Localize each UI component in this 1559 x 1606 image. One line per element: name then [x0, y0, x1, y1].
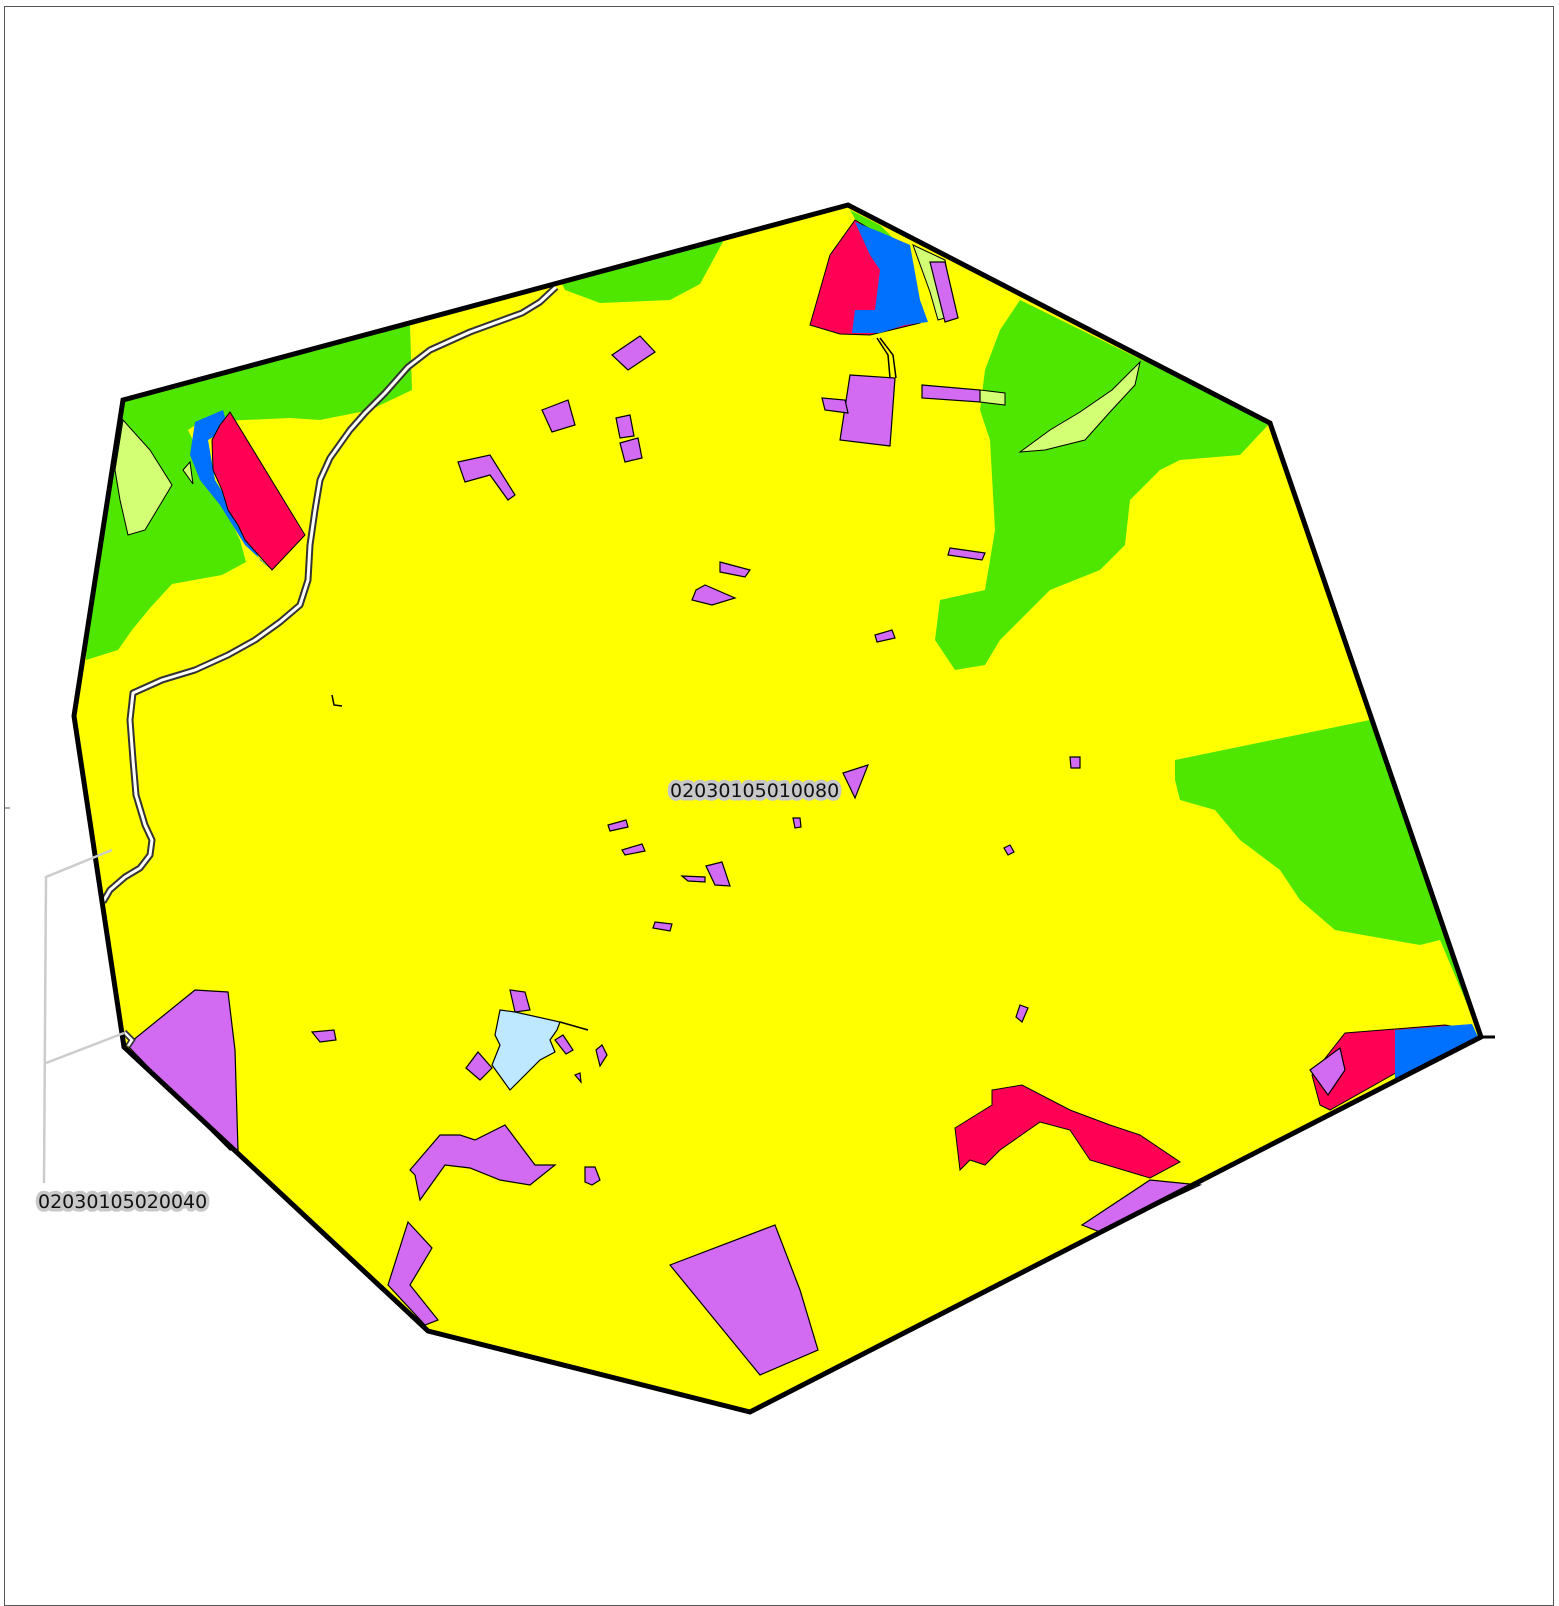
magenta-parcel-north-3 — [615, 414, 635, 439]
connector-top-b — [879, 337, 897, 379]
road-line-southwest-inner — [123, 1031, 134, 1047]
wetland-parcel-northwest — [190, 410, 272, 570]
forest-area-northeast — [935, 300, 1270, 670]
neighbor-unit-label[interactable]: 02030105020040 — [35, 1188, 211, 1217]
magenta-parcel-top-strip — [921, 384, 981, 403]
wetland-parcel-southeast — [1395, 1024, 1478, 1080]
watershed-boundary[interactable] — [71, 202, 1485, 1415]
developed-parcel-northwest — [211, 411, 306, 571]
magenta-parcel-top-large — [839, 374, 896, 447]
magenta-parcel-north-2 — [541, 399, 576, 433]
connector-top — [876, 337, 891, 379]
magenta-parcel-south-large — [669, 1224, 819, 1376]
magenta-parcel-center-4 — [680, 875, 706, 883]
wetland-parcel-top — [852, 222, 928, 333]
magenta-parcel-sw-4 — [573, 1072, 582, 1084]
magenta-parcel-top — [929, 261, 959, 323]
grass-sliver-northwest — [182, 460, 194, 485]
road-line-inner — [101, 285, 558, 903]
leader-line — [42, 848, 113, 1184]
water-parcel-south — [491, 1009, 561, 1091]
forest-area-east — [1175, 720, 1481, 1037]
water-parcel-line — [559, 1021, 589, 1031]
magenta-parcel-center-3 — [705, 861, 731, 887]
magenta-parcel-mid-2 — [691, 584, 737, 606]
magenta-parcel-center-2 — [621, 843, 646, 856]
grassland-patch-northeast — [1018, 360, 1141, 453]
magenta-parcel-mid-3 — [947, 547, 986, 561]
forest-area-northwest — [86, 325, 412, 660]
center-unit-label[interactable]: 02030105010080 — [667, 777, 843, 806]
magenta-parcel-west-small — [310, 1029, 337, 1043]
magenta-parcel-east-3 — [1015, 1004, 1029, 1023]
leader-line-2 — [45, 1031, 125, 1065]
magenta-parcel-top-small — [821, 397, 849, 414]
magenta-parcel-mid-4 — [874, 629, 896, 643]
developed-parcel-south — [954, 1084, 1181, 1179]
magenta-parcel-sw-3 — [595, 1044, 608, 1068]
magenta-parcel-north-5 — [457, 454, 516, 501]
magenta-parcel-center-5 — [652, 921, 673, 932]
magenta-parcel-sw-2 — [554, 1034, 574, 1055]
magenta-parcel-south-wavy — [409, 1124, 557, 1202]
grassland-patch-west — [114, 418, 173, 536]
magenta-parcel-sw-1 — [465, 1051, 493, 1081]
magenta-parcel-north-4 — [619, 437, 643, 463]
grassland-strip-top — [979, 389, 1006, 406]
magenta-parcel-center-6 — [792, 817, 802, 829]
magenta-parcel-center-tri — [842, 764, 870, 800]
magenta-parcel-east-1 — [1069, 756, 1081, 769]
magenta-parcel-east-2 — [1003, 844, 1015, 856]
forest-area-north — [560, 238, 725, 303]
magenta-parcel-center-1 — [607, 819, 629, 832]
magenta-parcel-southeast — [1309, 1046, 1346, 1097]
magenta-parcel-southeast-strip — [1080, 1179, 1203, 1233]
magenta-parcel-south-small — [584, 1166, 601, 1186]
magenta-parcel-mid-1 — [719, 561, 751, 578]
fragment-west — [331, 694, 343, 707]
magenta-parcel-north-1 — [611, 335, 656, 371]
magenta-parcel-sw-5 — [509, 989, 531, 1013]
